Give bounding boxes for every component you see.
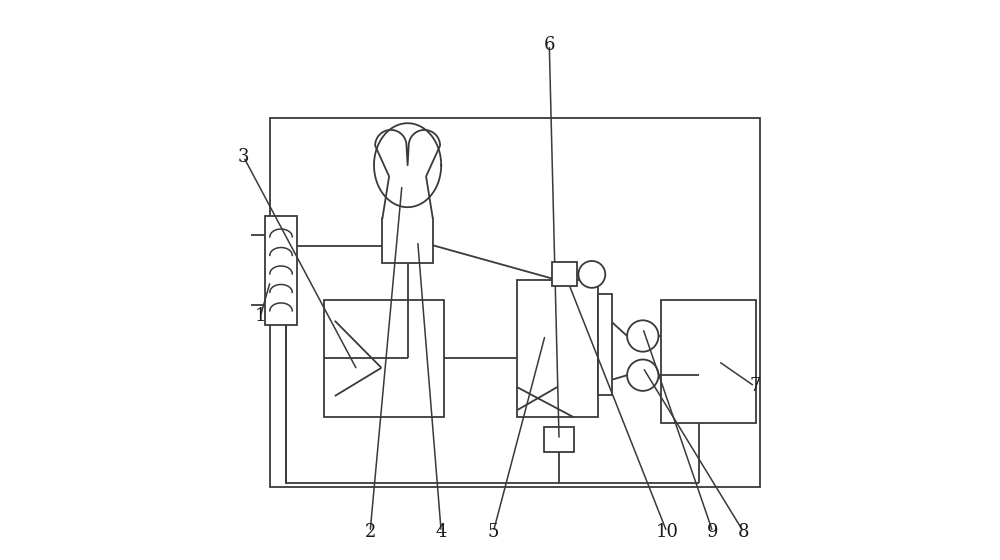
Text: 7: 7	[749, 377, 760, 395]
Text: 4: 4	[436, 523, 447, 541]
Circle shape	[578, 261, 605, 288]
Bar	[324, 300, 444, 417]
Bar	[270, 118, 760, 487]
Bar	[265, 216, 297, 325]
Text: 2: 2	[364, 523, 376, 541]
Text: 10: 10	[655, 523, 678, 541]
Polygon shape	[374, 123, 441, 207]
Circle shape	[627, 360, 658, 391]
Bar	[517, 280, 598, 417]
Bar	[661, 300, 756, 423]
Text: 3: 3	[238, 148, 249, 166]
Bar	[552, 262, 577, 286]
Bar	[544, 427, 574, 452]
Circle shape	[627, 320, 658, 352]
Bar	[598, 294, 612, 395]
Polygon shape	[375, 130, 440, 218]
Text: 6: 6	[544, 36, 555, 54]
Text: 8: 8	[738, 523, 749, 541]
Text: 1: 1	[255, 307, 266, 325]
Text: 5: 5	[488, 523, 499, 541]
Bar	[382, 218, 433, 263]
Text: 9: 9	[707, 523, 719, 541]
